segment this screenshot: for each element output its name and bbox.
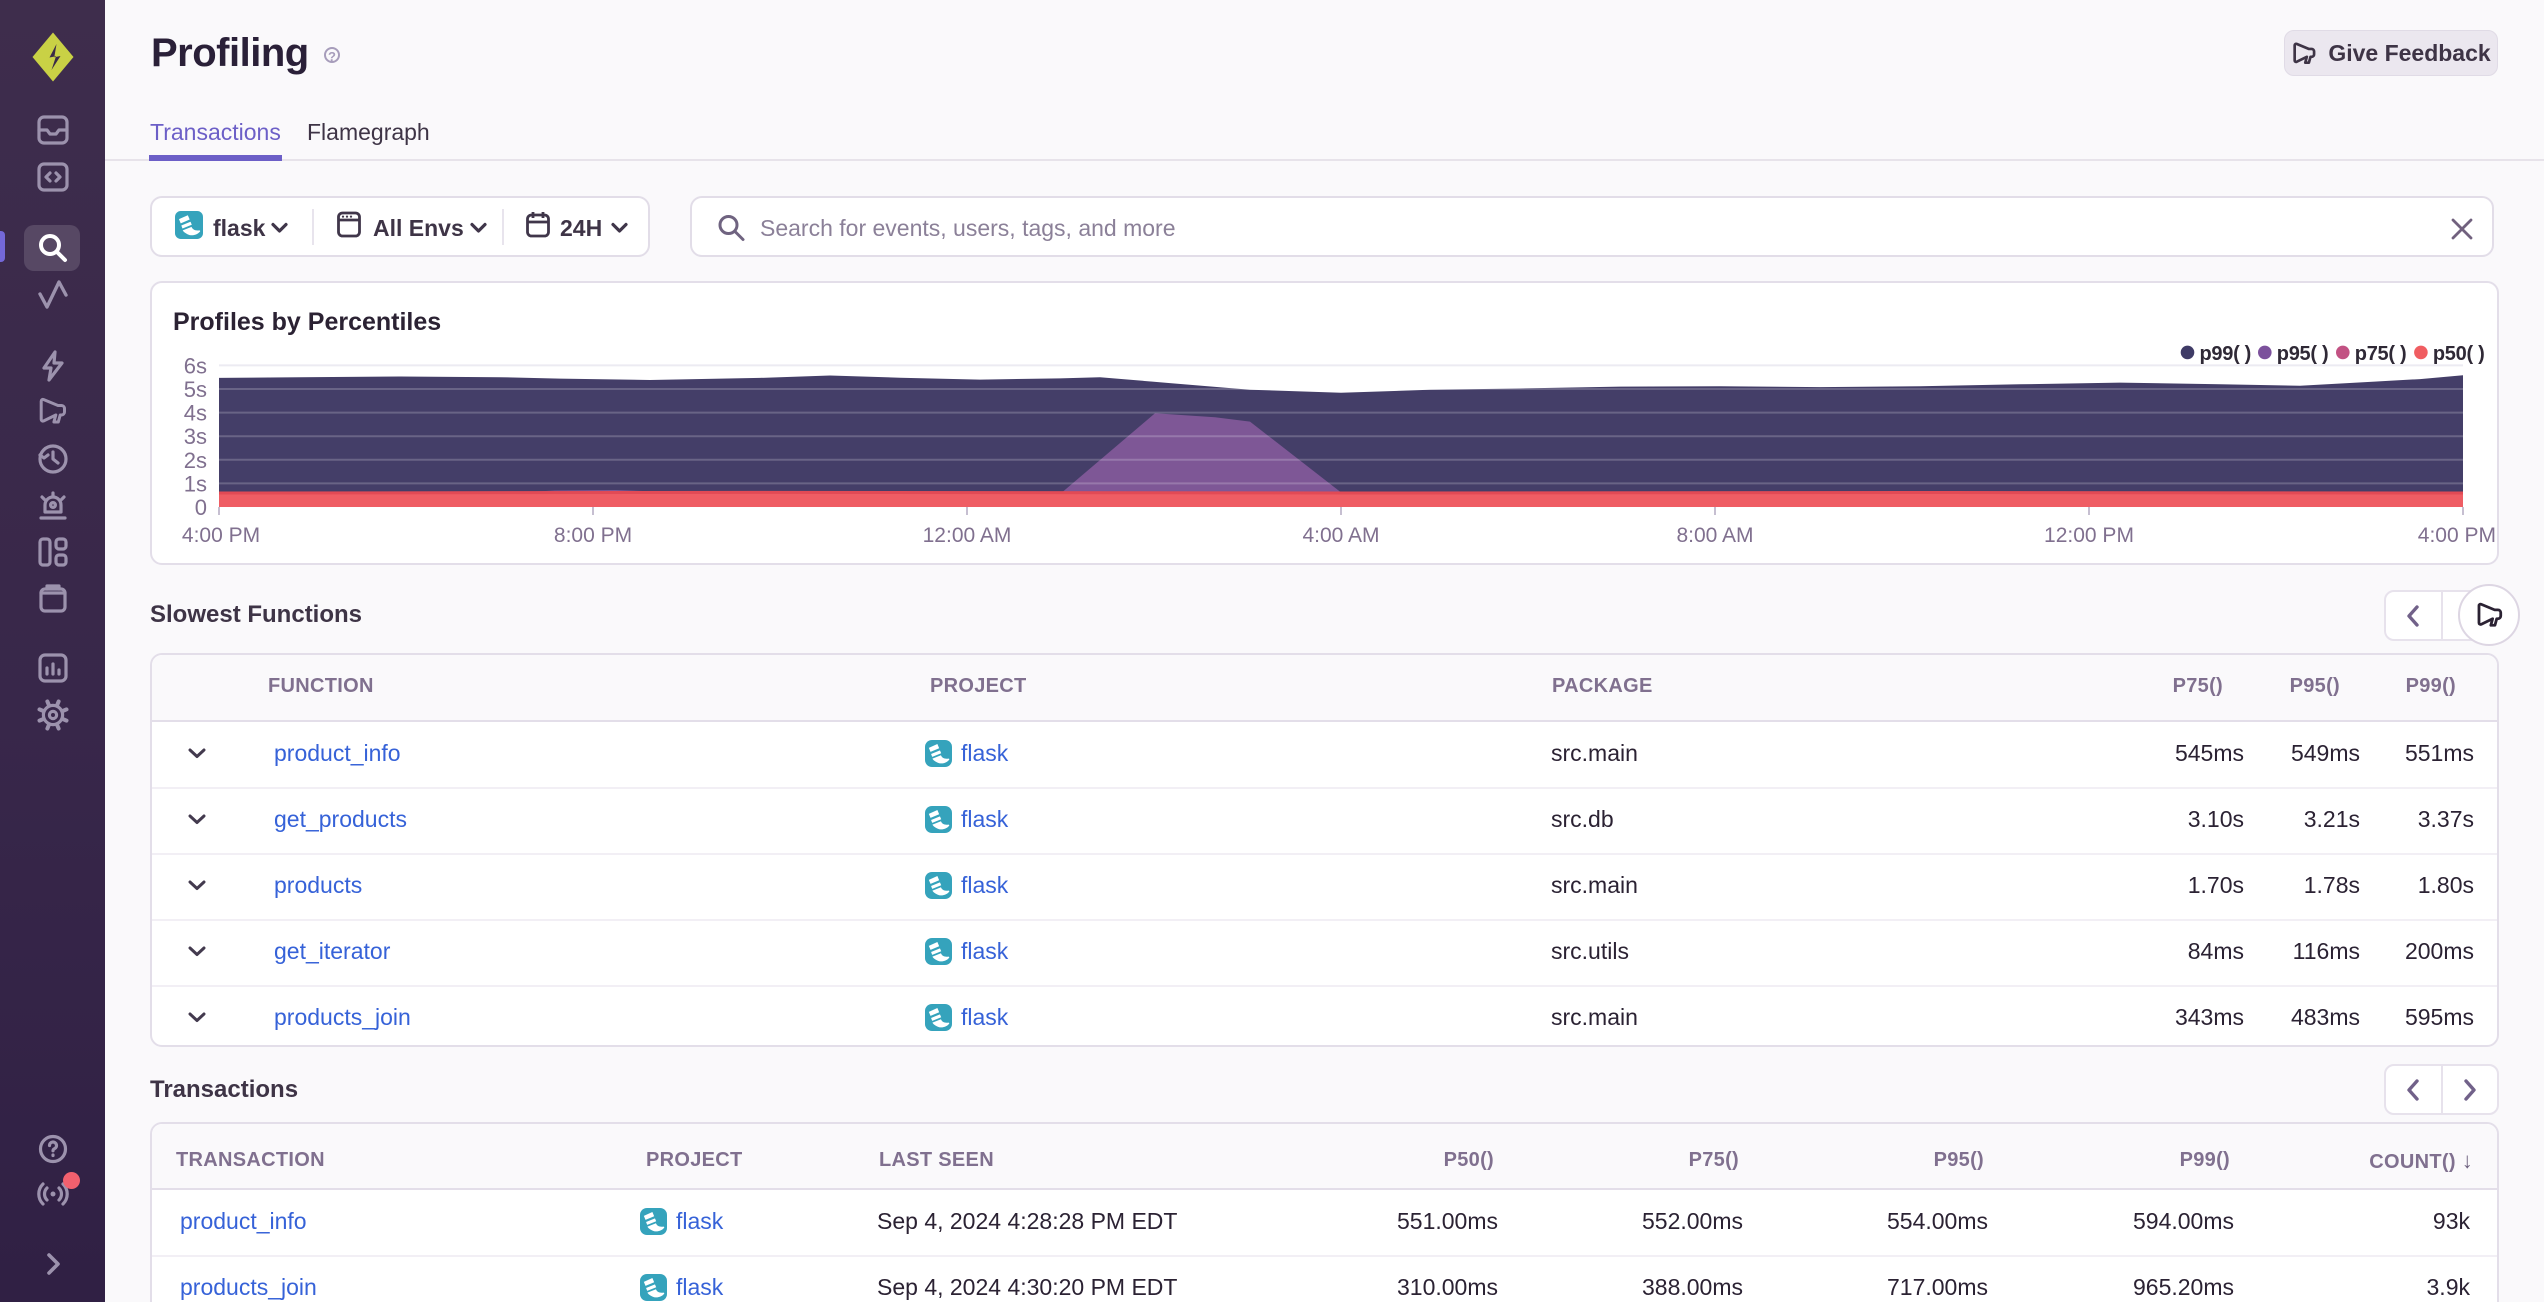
svg-text:4:00 PM: 4:00 PM [2418, 524, 2496, 547]
svg-text:4:00 PM: 4:00 PM [182, 524, 260, 547]
svg-text:2s: 2s [184, 448, 207, 473]
svg-text:p50( ): p50( ) [2433, 343, 2485, 365]
svg-text:5s: 5s [184, 377, 207, 402]
svg-text:6s: 6s [184, 353, 207, 378]
svg-text:0: 0 [195, 495, 207, 520]
svg-text:3s: 3s [184, 424, 207, 449]
svg-text:4s: 4s [184, 401, 207, 426]
svg-text:p75( ): p75( ) [2355, 343, 2407, 365]
svg-text:p95( ): p95( ) [2277, 343, 2329, 365]
svg-text:p99( ): p99( ) [2200, 343, 2252, 365]
svg-text:4:00 AM: 4:00 AM [1302, 524, 1379, 547]
svg-text:12:00 AM: 12:00 AM [923, 524, 1012, 547]
svg-text:8:00 PM: 8:00 PM [554, 524, 632, 547]
svg-text:8:00 AM: 8:00 AM [1676, 524, 1753, 547]
svg-text:12:00 PM: 12:00 PM [2044, 524, 2134, 547]
svg-text:1s: 1s [184, 471, 207, 496]
